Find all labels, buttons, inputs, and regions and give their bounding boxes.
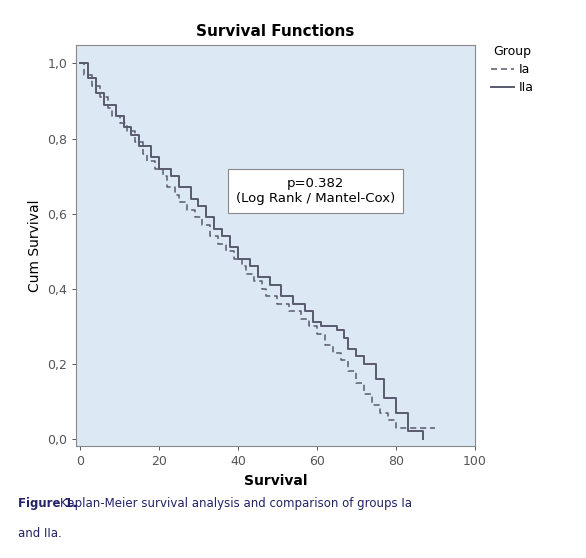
Text: Figure 1.: Figure 1. (18, 497, 77, 509)
X-axis label: Survival: Survival (244, 474, 307, 488)
Text: Kaplan-Meier survival analysis and comparison of groups Ia: Kaplan-Meier survival analysis and compa… (60, 497, 413, 509)
Title: Survival Functions: Survival Functions (196, 25, 355, 39)
Y-axis label: Cum Survival: Cum Survival (28, 199, 42, 292)
Legend: Ia, IIa: Ia, IIa (489, 43, 536, 97)
Text: and IIa.: and IIa. (18, 527, 62, 540)
Text: p=0.382
(Log Rank / Mantel-Cox): p=0.382 (Log Rank / Mantel-Cox) (236, 177, 395, 205)
